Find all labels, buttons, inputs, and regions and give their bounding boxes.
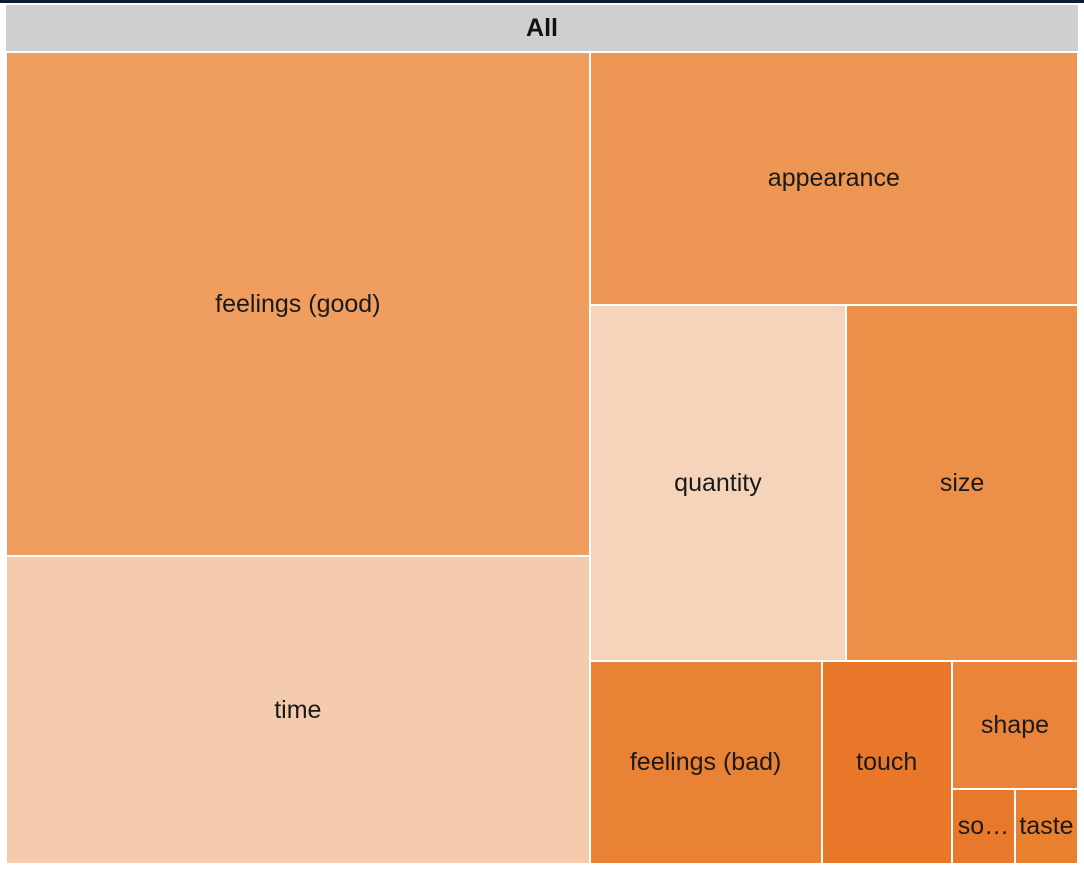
treemap-tile[interactable]: feelings (bad) [589,660,822,864]
treemap-tile[interactable]: so… [951,789,1015,864]
treemap-root-header[interactable]: All [6,5,1078,51]
treemap-tile-label: so… [957,812,1010,841]
treemap-tile-label: size [939,468,985,497]
treemap-tile-label: taste [1019,812,1074,841]
treemap-tile-label: touch [856,747,918,776]
treemap-tile[interactable]: shape [951,660,1078,790]
treemap-tile-label: time [274,695,322,724]
treemap-tile-label: feelings (good) [215,289,381,318]
treemap-tile[interactable]: touch [821,660,952,864]
top-border [0,0,1084,3]
treemap-tile[interactable]: feelings (good) [6,52,590,557]
treemap-tile-label: appearance [767,164,900,193]
treemap-tile-label: quantity [674,468,762,497]
treemap-tile[interactable]: appearance [589,52,1078,306]
treemap-tile[interactable]: quantity [589,305,847,661]
treemap-tile[interactable]: taste [1014,789,1078,864]
treemap-tile[interactable]: time [6,556,590,864]
treemap-tile-label: feelings (bad) [629,747,782,776]
treemap-tile-label: shape [980,710,1050,739]
treemap-tile[interactable]: size [846,305,1078,661]
